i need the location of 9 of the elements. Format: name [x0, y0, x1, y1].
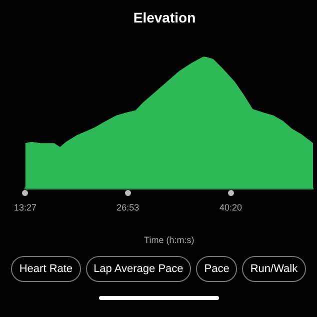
button: Lap Average Pace: [86, 256, 192, 282]
chart-title: Elevation: [133, 9, 196, 26]
x-tick-label: 26:53: [116, 202, 140, 212]
button: Heart Rate: [11, 256, 81, 282]
x-tick-label: 40:20: [219, 202, 242, 212]
x-tick-label: 13:27: [14, 202, 37, 212]
x-axis-title: Time (h:m:s): [144, 235, 194, 246]
button: Pace: [196, 256, 238, 282]
button: Run/Walk: [242, 256, 306, 282]
